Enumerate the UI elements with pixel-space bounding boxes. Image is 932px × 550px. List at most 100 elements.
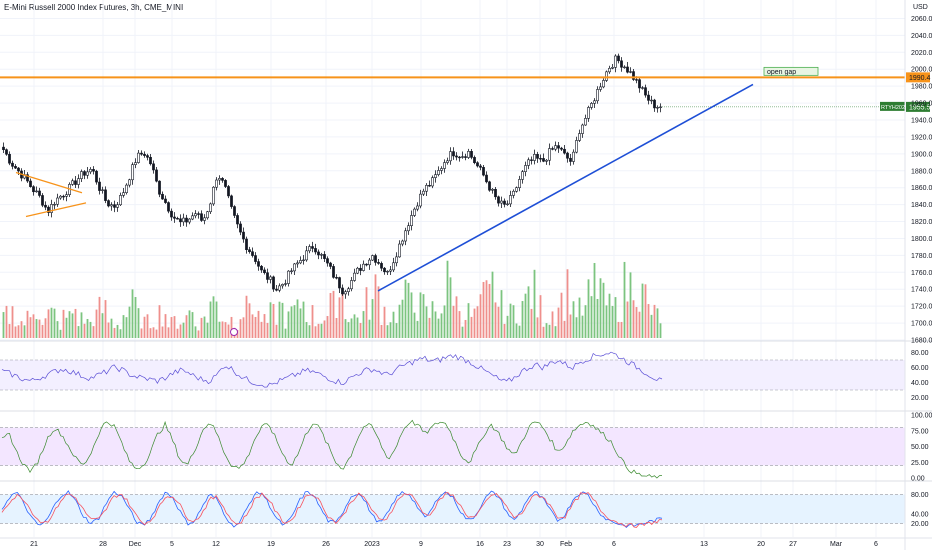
volume-bar xyxy=(635,307,638,338)
volume-bar xyxy=(182,322,185,338)
candle-body xyxy=(287,270,290,284)
volume-bar xyxy=(461,326,464,338)
candle-body xyxy=(203,217,206,221)
volume-bar xyxy=(347,322,350,338)
volume-bar xyxy=(575,317,578,338)
volume-bar xyxy=(173,316,176,338)
volume-bar xyxy=(263,314,266,338)
volume-bar xyxy=(92,326,95,338)
candle-body xyxy=(278,285,281,291)
volume-bar xyxy=(410,292,413,338)
volume-bar xyxy=(587,279,590,338)
volume-bar xyxy=(179,324,182,338)
candle-body xyxy=(35,190,38,193)
volume-bar xyxy=(323,320,326,338)
candle-body xyxy=(254,255,257,262)
volume-bar xyxy=(404,279,407,338)
time-tick-label: Feb xyxy=(560,541,572,548)
volume-bar xyxy=(653,304,656,338)
candle-body xyxy=(344,291,347,295)
candle-body xyxy=(398,243,401,258)
volume-bar xyxy=(44,318,47,338)
volume-bar xyxy=(83,323,86,338)
volume-bar xyxy=(35,319,38,338)
volume-bar xyxy=(545,323,548,338)
volume-bar xyxy=(80,312,83,338)
candle-body xyxy=(377,262,380,264)
candle-body xyxy=(74,180,77,185)
candle-body xyxy=(641,87,644,89)
drawings[interactable]: 1990.4 open gap RTYH2023 1955.5 xyxy=(0,66,931,336)
candle-body xyxy=(389,269,392,272)
volume-bar xyxy=(473,308,476,338)
volume-bar xyxy=(128,306,131,338)
candle-body xyxy=(212,186,215,205)
volume-bar xyxy=(254,316,257,338)
volume-bar xyxy=(302,301,305,338)
price-tick-label: 1960.0 xyxy=(911,101,932,108)
volume-bar xyxy=(56,321,59,338)
volume-bar xyxy=(620,321,623,338)
volume-bar xyxy=(458,311,461,338)
indicator-tick-label: 25.00 xyxy=(911,460,929,467)
candle-body xyxy=(62,195,65,198)
candle-body xyxy=(116,204,119,208)
candle-body xyxy=(38,190,41,196)
candle-body xyxy=(284,283,287,285)
volume-bar xyxy=(452,305,455,338)
candle-body xyxy=(638,79,641,89)
time-tick-label: 26 xyxy=(322,541,330,548)
volume-bar xyxy=(59,329,62,338)
volume-bar xyxy=(275,324,278,338)
candle-body xyxy=(227,186,230,197)
candle-body xyxy=(350,280,353,290)
candle-body xyxy=(80,171,83,179)
volume-bar xyxy=(299,308,302,338)
volume-bar xyxy=(563,320,566,338)
candle-body xyxy=(245,238,248,250)
candle-body xyxy=(320,254,323,256)
volume-bar xyxy=(572,301,575,338)
price-tick-label: 1760.0 xyxy=(911,270,932,277)
candle-body xyxy=(530,159,533,161)
grid xyxy=(0,0,905,537)
candle-body xyxy=(470,151,473,158)
candle-body xyxy=(236,215,239,225)
candle-body xyxy=(521,171,524,180)
volume-bar xyxy=(602,282,605,338)
candle-body xyxy=(149,156,152,165)
candle-body xyxy=(92,169,95,172)
candle-body xyxy=(146,155,149,158)
candlesticks[interactable] xyxy=(2,53,662,299)
candle-body xyxy=(584,118,587,126)
volume-bar xyxy=(242,317,245,338)
candle-body xyxy=(299,260,302,264)
candle-body xyxy=(371,255,374,261)
candle-body xyxy=(200,213,203,221)
volume-bar xyxy=(53,308,56,338)
candle-body xyxy=(566,152,569,159)
volume-bar xyxy=(119,329,122,338)
price-tick-label: 1800.0 xyxy=(911,236,932,243)
volume-bar xyxy=(581,315,584,338)
volume-bar xyxy=(419,292,422,338)
pane-band xyxy=(0,427,905,466)
volume-bar xyxy=(50,307,53,338)
candle-body xyxy=(359,267,362,271)
volume-bar xyxy=(518,325,521,338)
time-tick-label: 20 xyxy=(757,541,765,548)
volume-bar xyxy=(296,299,299,338)
pane-band xyxy=(0,360,905,390)
volume-bar xyxy=(185,315,188,338)
volume-bar xyxy=(431,301,434,338)
currency-label: USD xyxy=(913,4,928,11)
trendline xyxy=(377,83,754,292)
volume-bar xyxy=(356,317,359,338)
volume-bar xyxy=(509,303,512,338)
triangle-upper-line xyxy=(15,171,83,194)
candle-body xyxy=(644,87,647,96)
candle-body xyxy=(362,263,365,271)
candle-body xyxy=(104,189,107,201)
